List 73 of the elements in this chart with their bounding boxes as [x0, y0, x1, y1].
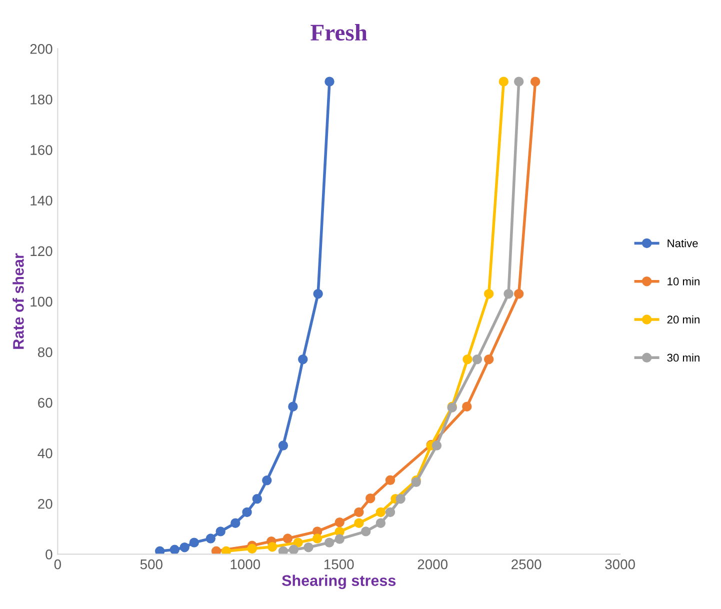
y-tick-label: 80	[38, 347, 52, 358]
point	[324, 76, 334, 86]
x-axis-title: Shearing stress	[282, 574, 396, 590]
point	[472, 354, 482, 364]
point	[514, 76, 524, 86]
point	[530, 76, 540, 86]
point	[366, 493, 376, 504]
point	[211, 546, 222, 554]
x-tick-label: 2000	[418, 559, 448, 570]
point	[313, 289, 323, 299]
y-tick-label: 100	[30, 296, 52, 307]
x-tick-label: 500	[140, 559, 162, 570]
chart-title: Fresh	[310, 24, 368, 41]
point	[361, 526, 371, 536]
point	[385, 475, 396, 485]
y-tick-label: 0	[46, 550, 52, 560]
point	[216, 526, 226, 536]
point	[206, 534, 216, 544]
x-tick-label: 1000	[230, 559, 260, 570]
point	[514, 289, 524, 299]
x-tick-label: 2500	[512, 559, 542, 570]
point	[180, 542, 190, 552]
point	[230, 518, 240, 528]
legend-label: 10 min	[668, 277, 700, 286]
point	[242, 507, 252, 518]
point	[278, 546, 288, 554]
y-tick-label: 20	[38, 498, 52, 509]
point	[221, 546, 232, 554]
y-tick-label: 140	[30, 196, 52, 206]
y-tick-label: 160	[30, 145, 52, 155]
legend-label: 30 min	[667, 353, 700, 362]
point	[282, 534, 293, 544]
point	[262, 476, 272, 486]
point	[354, 518, 364, 528]
point	[432, 440, 442, 450]
x-tick-label: 1500	[324, 559, 354, 570]
x-tick-label: 3000	[605, 559, 635, 570]
point	[484, 289, 494, 299]
point	[304, 542, 314, 552]
y-tick-label: 200	[30, 44, 52, 54]
x-tick-label: 0	[54, 559, 61, 570]
y-tick-label: 180	[30, 94, 52, 104]
point	[462, 402, 472, 412]
legend-label: Native	[668, 239, 698, 248]
point	[385, 507, 396, 518]
y-axis-title: Rate of shear	[12, 253, 24, 349]
point	[154, 546, 165, 554]
point	[189, 538, 200, 548]
point	[334, 517, 344, 528]
point	[278, 440, 288, 450]
point	[293, 538, 303, 548]
point	[376, 518, 386, 528]
point	[170, 544, 180, 554]
y-tick-label: 120	[30, 246, 52, 256]
y-tick-label: 60	[38, 398, 52, 408]
y-tick-label: 40	[38, 448, 52, 458]
point	[312, 534, 322, 544]
point	[504, 289, 514, 299]
point	[334, 534, 344, 544]
point	[288, 544, 299, 554]
point	[396, 494, 406, 504]
point	[247, 544, 257, 554]
point	[484, 354, 494, 364]
point	[376, 507, 386, 518]
legend-label: 20 min	[667, 315, 700, 324]
point	[354, 507, 364, 518]
point	[267, 542, 278, 552]
point	[498, 76, 509, 86]
point	[288, 402, 298, 412]
point	[462, 354, 472, 364]
point	[324, 538, 334, 548]
point	[252, 494, 262, 504]
point	[298, 354, 308, 364]
